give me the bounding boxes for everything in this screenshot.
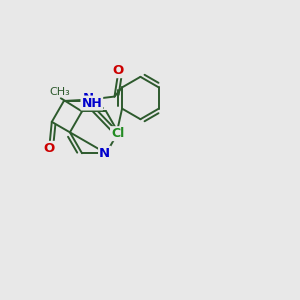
Text: NH: NH — [82, 97, 102, 110]
Text: Cl: Cl — [111, 127, 124, 140]
Text: CH₃: CH₃ — [49, 87, 70, 97]
Text: N: N — [99, 147, 110, 160]
Text: O: O — [44, 142, 55, 155]
Text: N: N — [82, 92, 94, 105]
Text: O: O — [112, 64, 124, 77]
